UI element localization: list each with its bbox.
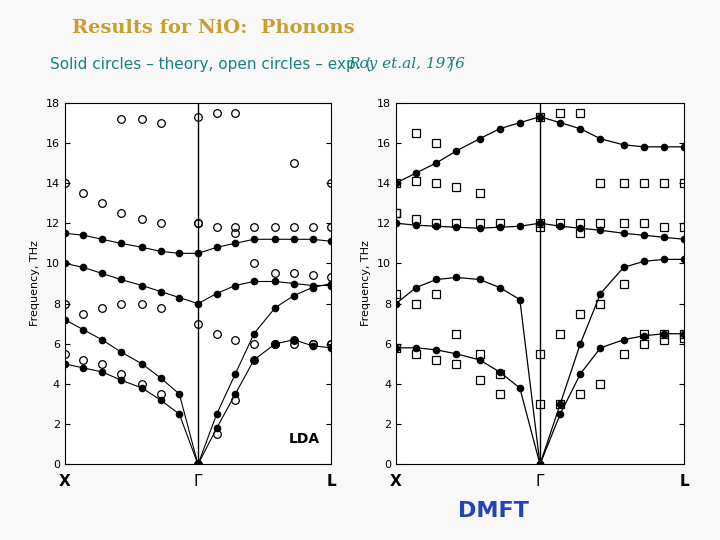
Text: Roy et.al, 1976: Roy et.al, 1976 [348,57,465,71]
Text: LDA: LDA [289,433,320,446]
Y-axis label: Frequency, THz: Frequency, THz [361,240,372,327]
Y-axis label: Frequency, THz: Frequency, THz [30,240,40,327]
Text: X: X [390,474,402,489]
Text: X: X [59,474,71,489]
Text: $\Gamma$: $\Gamma$ [535,473,545,489]
Text: DMFT: DMFT [458,501,528,521]
Text: Results for NiO:  Phonons: Results for NiO: Phonons [72,19,355,37]
Text: $\Gamma$: $\Gamma$ [193,473,203,489]
Text: L: L [326,474,336,489]
Text: L: L [679,474,689,489]
Text: Solid circles – theory, open circles – exp. (: Solid circles – theory, open circles – e… [50,57,372,72]
Text: ): ) [448,57,454,72]
